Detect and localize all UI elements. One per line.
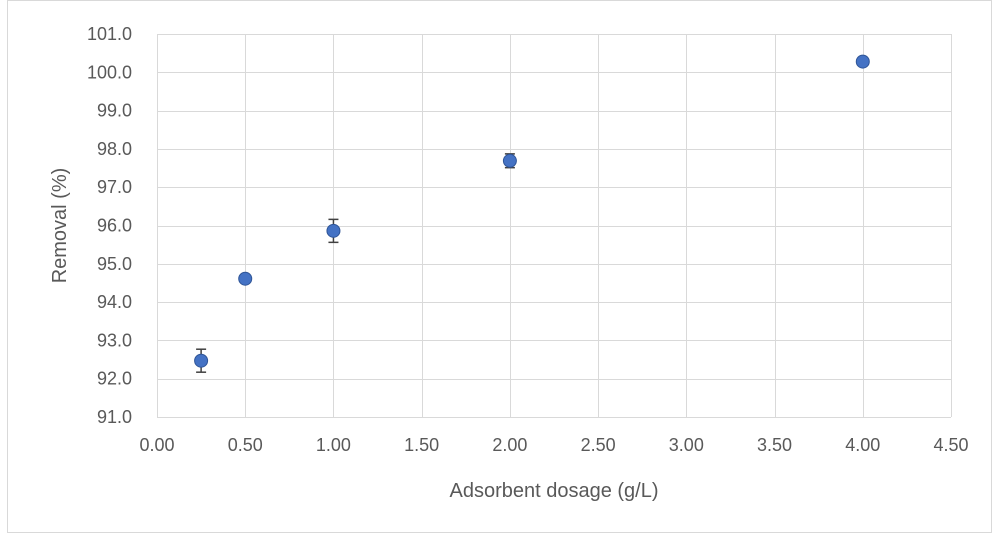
x-tick-label: 0.00 xyxy=(139,435,174,455)
x-tick-label: 1.50 xyxy=(404,435,439,455)
y-tick-label: 96.0 xyxy=(97,216,132,236)
y-axis-title: Removal (%) xyxy=(49,168,71,284)
y-tick-label: 100.0 xyxy=(87,62,132,82)
x-tick-label: 0.50 xyxy=(228,435,263,455)
x-tick-label: 3.00 xyxy=(669,435,704,455)
x-tick-label: 4.50 xyxy=(933,435,968,455)
y-tick-label: 91.0 xyxy=(97,407,132,427)
y-tick-label: 94.0 xyxy=(97,292,132,312)
y-tick-label: 98.0 xyxy=(97,139,132,159)
x-tick-label: 2.50 xyxy=(581,435,616,455)
y-tick-label: 97.0 xyxy=(97,177,132,197)
x-tick-label: 2.00 xyxy=(492,435,527,455)
grid-lines xyxy=(157,34,952,418)
y-tick-label: 95.0 xyxy=(97,254,132,274)
data-point xyxy=(502,153,517,168)
x-axis-title: Adsorbent dosage (g/L) xyxy=(449,480,658,502)
y-tick-label: 101.0 xyxy=(87,24,132,44)
y-tick-label: 92.0 xyxy=(97,369,132,389)
y-tick-label: 99.0 xyxy=(97,101,132,121)
data-point xyxy=(326,223,341,238)
y-tick-label: 93.0 xyxy=(97,330,132,350)
x-tick-label: 4.00 xyxy=(845,435,880,455)
data-point xyxy=(855,54,870,69)
chart-area-border xyxy=(7,0,992,533)
x-axis-tick-labels: 0.00 0.50 1.00 1.50 2.00 2.50 3.00 3.50 4.00 4.50 xyxy=(139,435,968,455)
x-tick-label: 1.00 xyxy=(316,435,351,455)
data-point xyxy=(238,271,253,286)
x-tick-label: 3.50 xyxy=(757,435,792,455)
data-points xyxy=(194,54,870,368)
data-point xyxy=(194,353,209,368)
y-axis-tick-labels: 91.0 92.0 93.0 94.0 95.0 96.0 97.0 98.0 99.0 100.… xyxy=(87,24,132,427)
